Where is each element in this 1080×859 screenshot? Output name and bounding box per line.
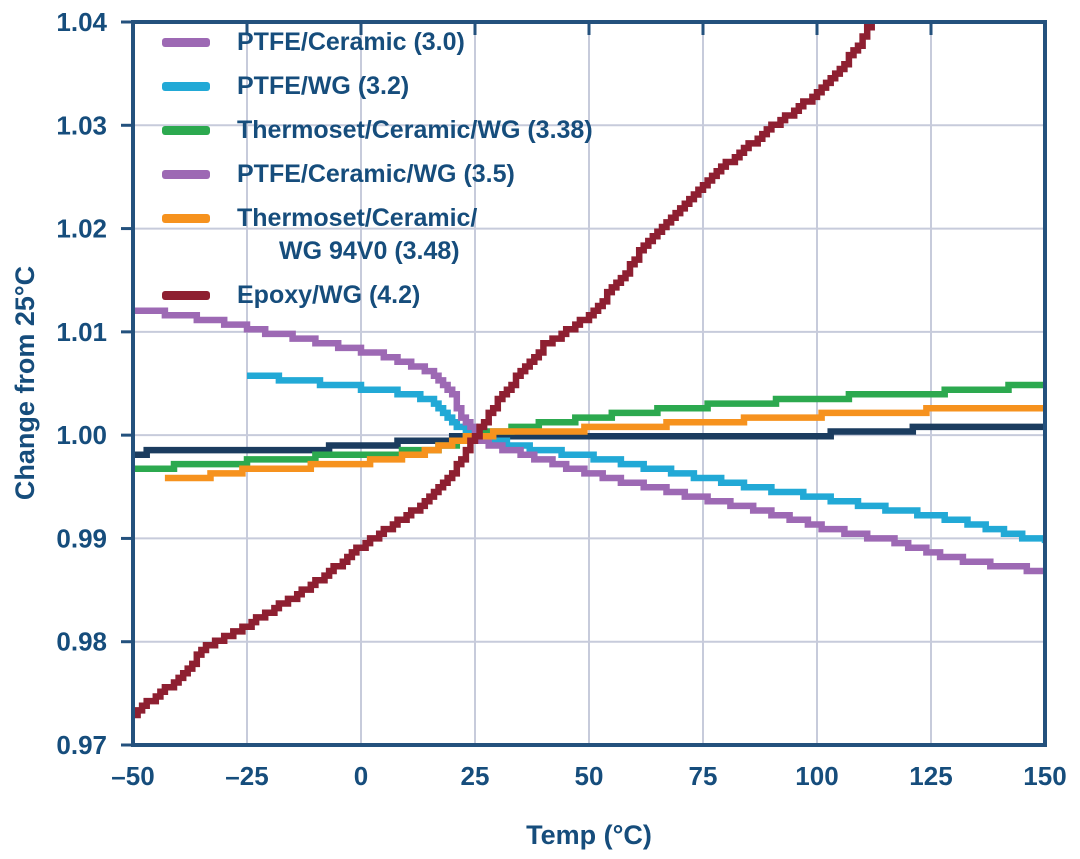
y-tick-label: 1.02 <box>56 214 107 244</box>
legend-swatch <box>162 214 210 223</box>
legend-label: PTFE/Ceramic (3.0) <box>237 28 465 56</box>
y-tick-label: 1.04 <box>56 7 107 37</box>
x-tick-label: 50 <box>575 761 604 791</box>
series-line-ptfe-ceramic-wg-3-5 <box>133 307 1045 575</box>
legend-item: PTFE/WG (3.2) <box>162 70 593 103</box>
x-tick-label: 75 <box>689 761 718 791</box>
legend-label: PTFE/WG (3.2) <box>237 72 410 100</box>
legend-swatch <box>162 291 210 300</box>
legend-item: Thermoset/Ceramic/WG (3.38) <box>162 114 593 147</box>
legend-item: PTFE/Ceramic/WG (3.5) <box>162 158 593 191</box>
x-axis-title: Temp (°C) <box>526 820 652 850</box>
series-line-ptfe-ceramic-3-0 <box>133 423 1045 459</box>
x-tick-label: 150 <box>1023 761 1066 791</box>
legend-item: PTFE/Ceramic (3.0) <box>162 26 593 59</box>
x-tick-label: 125 <box>909 761 952 791</box>
y-tick-label: 0.97 <box>56 730 107 760</box>
series-line-thermoset-ceramic-wg-3-38 <box>133 381 1045 472</box>
legend: PTFE/Ceramic (3.0) PTFE/WG (3.2) Thermoset… <box>162 26 593 323</box>
x-tick-label: –25 <box>225 761 268 791</box>
y-axis-title: Change from 25°C <box>10 266 40 500</box>
y-tick-label: 1.01 <box>56 317 107 347</box>
y-tick-labels: 0.97 0.98 0.99 1.00 1.01 1.02 1.03 1.04 <box>56 7 107 760</box>
x-tick-label: –50 <box>111 761 154 791</box>
legend-label: Thermoset/Ceramic/WG 94V0 (3.48) <box>237 204 478 265</box>
legend-swatch <box>162 38 210 47</box>
series-line-epoxy-wg-4-2 <box>133 22 875 719</box>
x-tick-labels: –50 –25 0 25 50 75 100 125 150 <box>111 761 1066 791</box>
legend-swatch <box>162 170 210 179</box>
y-tick-label: 0.98 <box>56 627 107 657</box>
y-tick-label: 1.03 <box>56 110 107 140</box>
legend-label: Epoxy/WG (4.2) <box>237 281 421 309</box>
legend-label: Thermoset/Ceramic/WG (3.38) <box>237 116 593 144</box>
legend-item: Thermoset/Ceramic/WG 94V0 (3.48) <box>162 202 593 268</box>
plot-border <box>131 20 1047 747</box>
legend-swatch <box>162 126 210 135</box>
x-tick-label: 100 <box>795 761 838 791</box>
x-tick-label: 0 <box>354 761 368 791</box>
series-line-thermoset-ceramic-wg-94v0-3-48 <box>164 405 1045 482</box>
legend-item: Epoxy/WG (4.2) <box>162 279 593 312</box>
x-tick-label: 25 <box>461 761 490 791</box>
series-line-ptfe-wg-3-2 <box>247 372 1045 544</box>
legend-swatch <box>162 82 210 91</box>
legend-label: PTFE/Ceramic/WG (3.5) <box>237 160 515 188</box>
series-lines <box>133 22 1045 719</box>
y-tick-label: 1.00 <box>56 420 107 450</box>
y-tick-label: 0.99 <box>56 523 107 553</box>
